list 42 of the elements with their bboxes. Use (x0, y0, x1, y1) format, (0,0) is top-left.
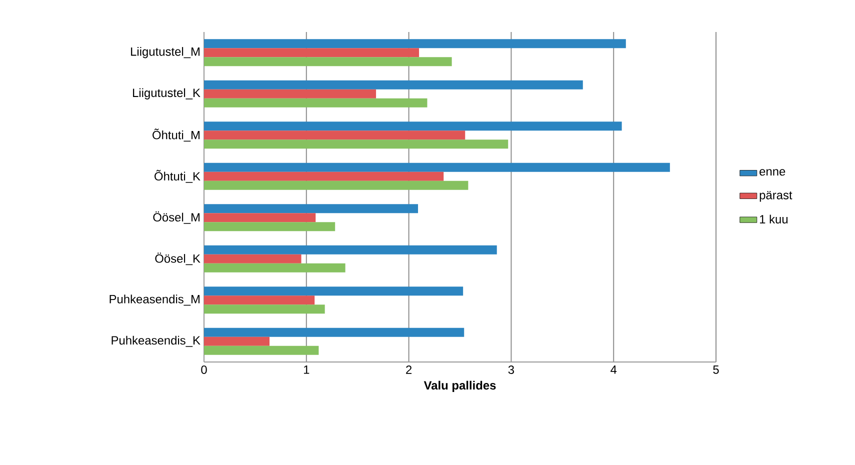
bar (204, 140, 508, 149)
bar (204, 204, 418, 214)
y-tick-label: Öösel_M (153, 211, 200, 224)
bar (204, 48, 420, 58)
x-tick-label: 3 (508, 366, 514, 374)
y-tick-label: Öösel_K (155, 252, 200, 266)
x-tick-label: 2 (406, 366, 412, 374)
bar (204, 80, 583, 90)
bar (204, 254, 302, 264)
bar (204, 346, 319, 355)
x-tick-label: 4 (610, 366, 617, 374)
bar (204, 180, 468, 190)
bar (204, 263, 346, 272)
bar (204, 57, 452, 66)
bar (204, 304, 325, 314)
legend-label: 1 kuu (760, 214, 788, 224)
bar (204, 336, 270, 346)
bar (204, 122, 622, 131)
bar (204, 222, 336, 232)
y-tick-label: Puhkeasendis_K (112, 336, 200, 347)
x-tick-label: 1 (304, 366, 310, 374)
x-tick-label: 0 (201, 366, 207, 374)
legend-label: enne (760, 169, 786, 176)
y-tick-label: Liigutustel_K (133, 88, 200, 100)
y-tick-label: Õhtuti_M (152, 128, 200, 142)
bar (204, 286, 464, 296)
bar (204, 245, 497, 254)
bar (204, 39, 626, 48)
x-axis-title: Valu pallides (424, 380, 496, 392)
x-tick-label: 5 (713, 366, 719, 374)
y-tick-label: Puhkeasendis_M (110, 294, 200, 306)
y-tick-label: Õhtuti_K (154, 170, 200, 183)
legend-label: pärast (760, 191, 792, 202)
bar (204, 89, 376, 98)
bar (204, 172, 444, 181)
bar (204, 162, 670, 172)
bar (204, 130, 466, 140)
bar (204, 296, 315, 305)
y-tick-label: Liigutustel_M (131, 47, 200, 58)
bar (204, 213, 316, 222)
bar (204, 328, 464, 337)
bar (204, 98, 428, 108)
